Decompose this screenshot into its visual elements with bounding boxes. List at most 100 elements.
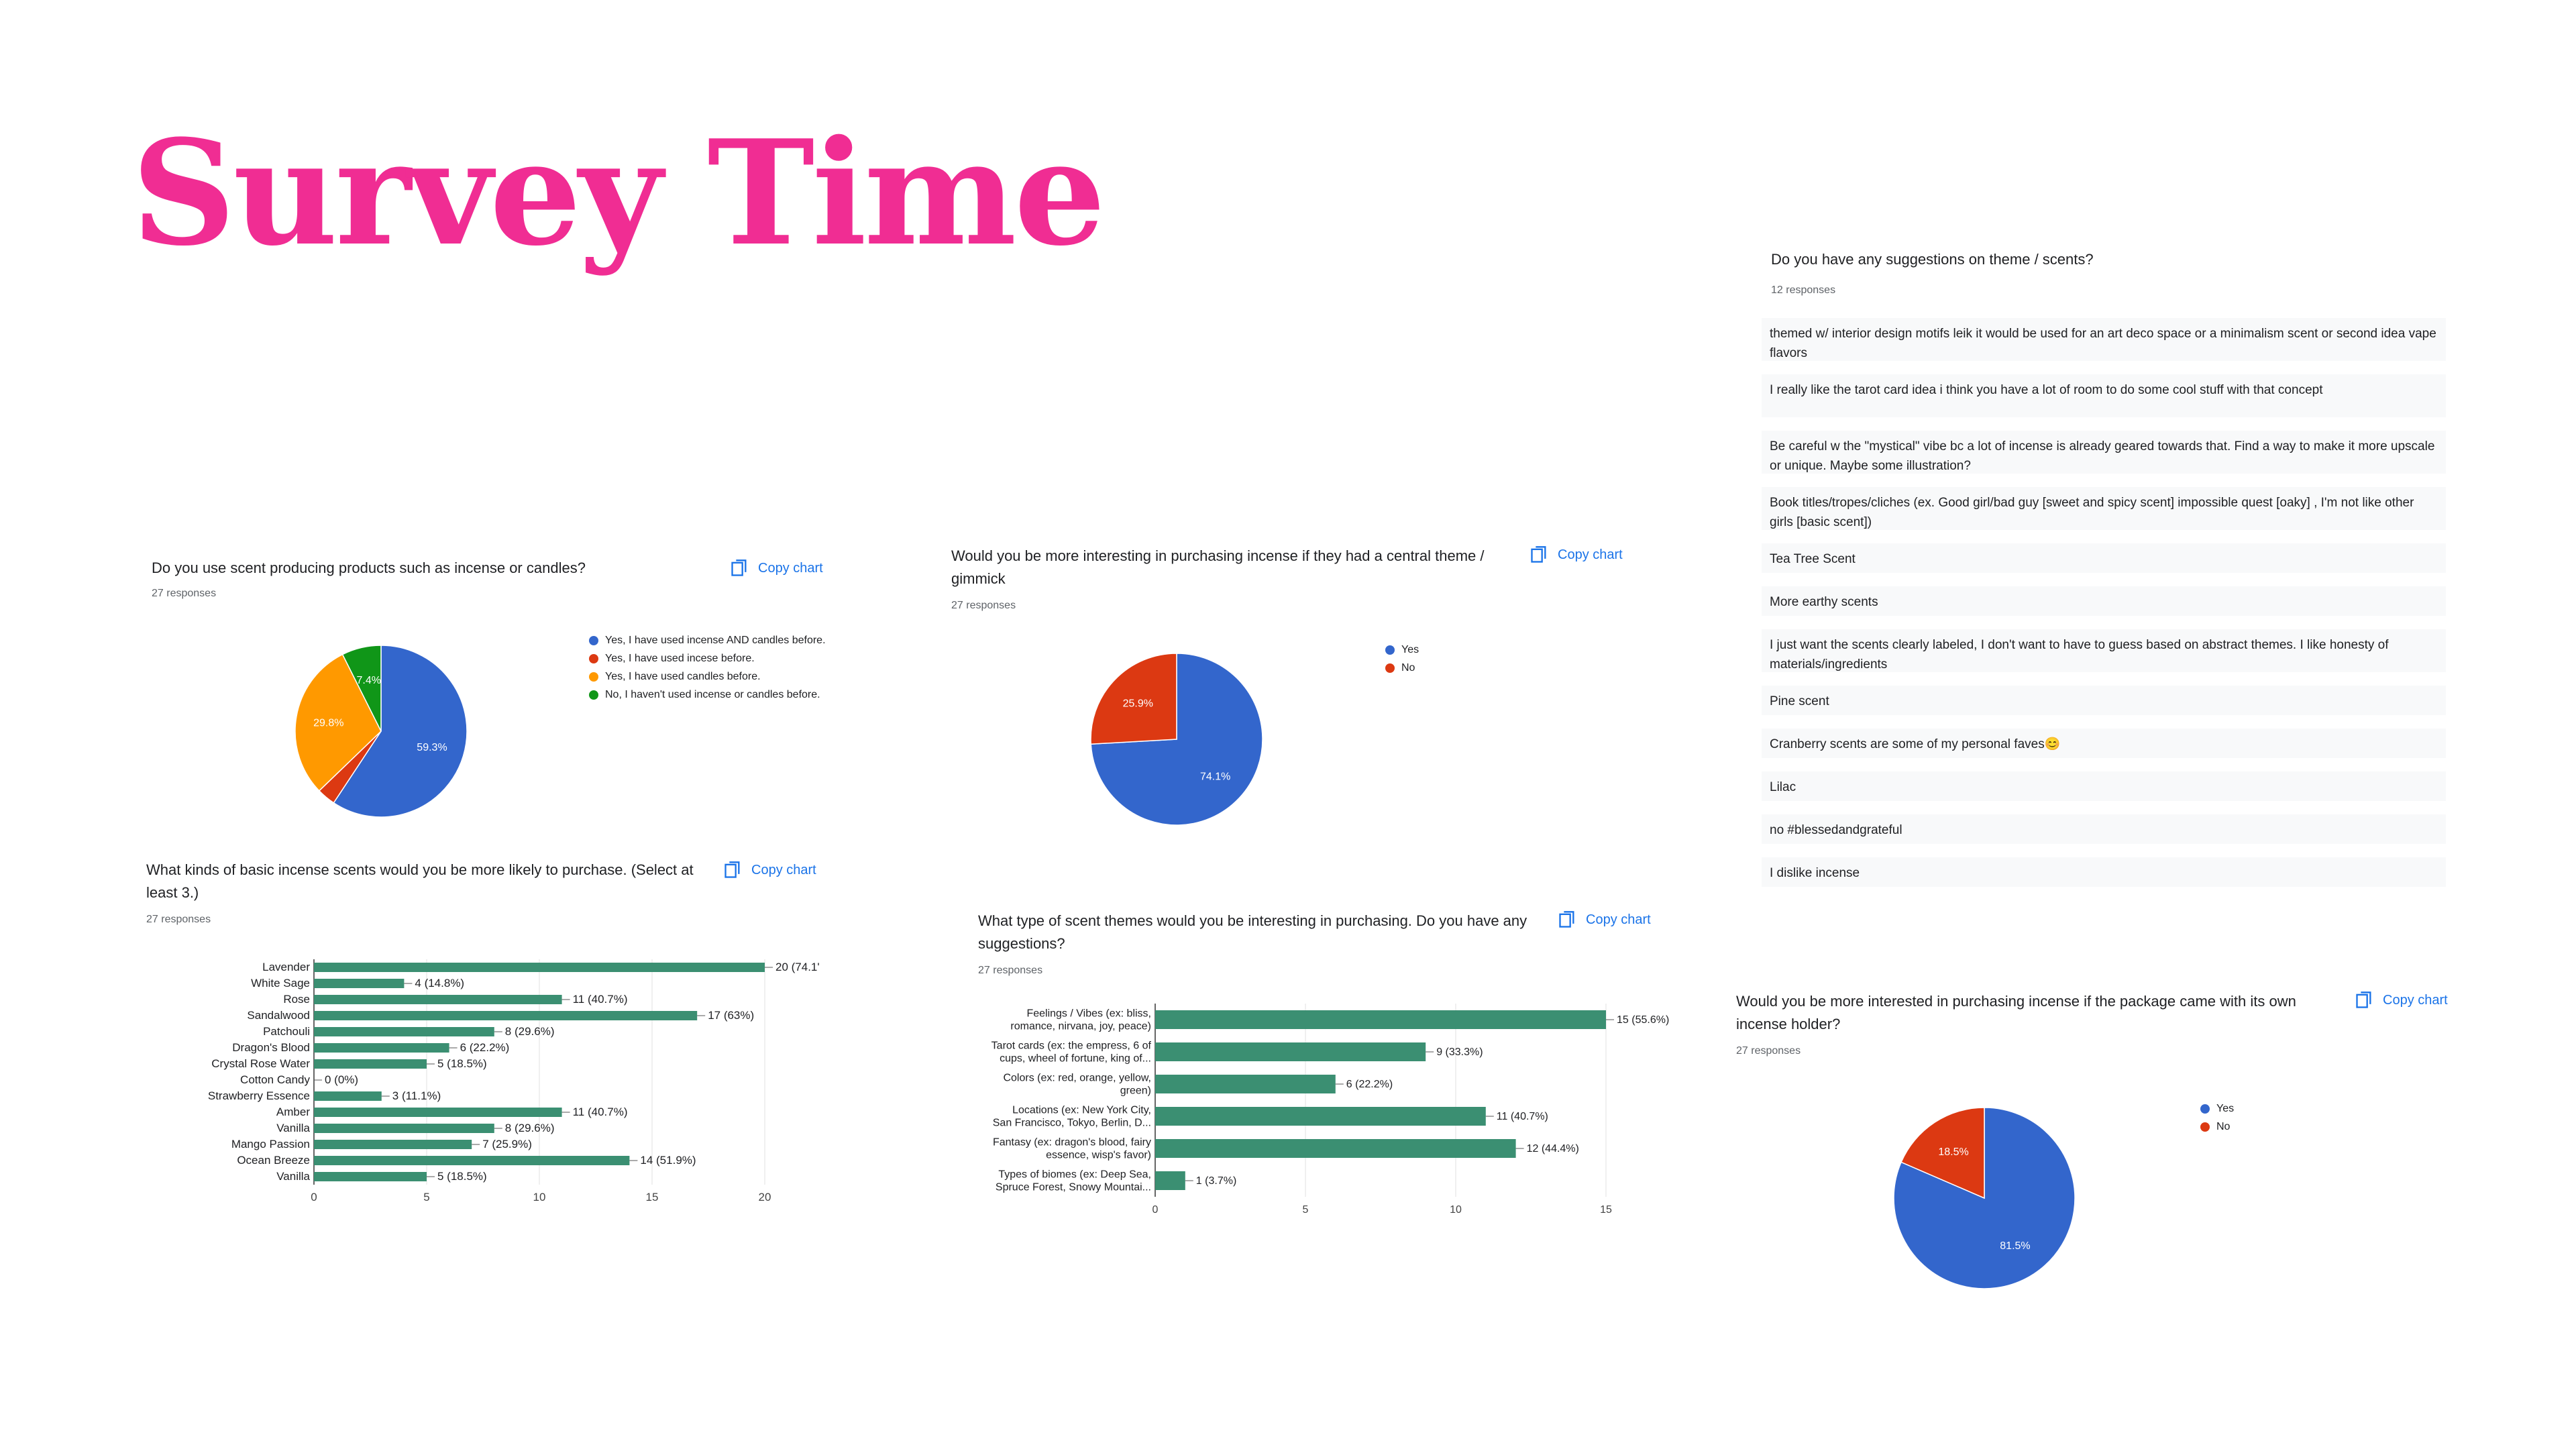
response-item: I really like the tarot card idea i thin…	[1762, 374, 2446, 417]
slice-label: 29.8%	[313, 718, 343, 729]
copy-chart-label: Copy chart	[2383, 992, 2448, 1008]
response-item: Lilac	[1762, 771, 2446, 801]
legend-swatch	[1385, 645, 1395, 655]
copy-chart-label: Copy chart	[751, 862, 816, 877]
legend-swatch	[589, 636, 598, 645]
copy-chart-label: Copy chart	[758, 560, 823, 576]
question-title: Do you have any suggestions on theme / s…	[1771, 251, 2094, 268]
category-label: White Sage	[251, 977, 310, 989]
x-tick-label: 10	[533, 1191, 546, 1203]
response-item: Book titles/tropes/cliches (ex. Good gir…	[1762, 487, 2446, 530]
category-label: Vanilla	[276, 1170, 310, 1183]
value-label: 17 (63%)	[708, 1009, 754, 1022]
value-label: 4 (14.8%)	[415, 977, 464, 989]
legend-label: Yes, I have used incense AND candles bef…	[605, 635, 826, 646]
legend-label: Yes	[2216, 1103, 2235, 1114]
legend-item: No	[1385, 661, 1519, 675]
copy-chart-button[interactable]: Copy chart	[723, 860, 816, 880]
copy-chart-button[interactable]: Copy chart	[1529, 545, 1623, 565]
response-item: Be careful w the "mystical" vibe bc a lo…	[1762, 431, 2446, 474]
x-tick-label: 10	[1450, 1204, 1462, 1216]
value-label: 8 (29.6%)	[505, 1122, 555, 1134]
copy-chart-button[interactable]: Copy chart	[1558, 910, 1651, 930]
copy-icon	[724, 861, 740, 878]
bar-card-basic-scents: What kinds of basic incense scents would…	[141, 859, 865, 1208]
legend-item: Yes	[2200, 1102, 2334, 1116]
page-title: Survey Time	[131, 108, 1106, 278]
bar	[314, 1140, 472, 1149]
category-label: Fantasy (ex: dragon's blood, fairy essenc…	[993, 1137, 1151, 1161]
bar	[1155, 1075, 1336, 1093]
legend-item: Yes, I have used candles before.	[589, 669, 830, 684]
category-label: Feelings / Vibes (ex: bliss, romance, nir…	[1010, 1008, 1151, 1032]
response-item: no #blessedandgrateful	[1762, 814, 2446, 844]
category-label: Types of biomes (ex: Deep Sea, Spruce For…	[996, 1169, 1151, 1193]
bar	[314, 1172, 427, 1181]
legend-swatch	[589, 672, 598, 682]
value-label: 20 (74.1'	[775, 961, 820, 973]
legend-label: No	[2216, 1121, 2231, 1132]
response-count: 27 responses	[951, 600, 1016, 611]
category-label: Cotton Candy	[240, 1073, 310, 1086]
bar-chart: 0 5 10 15 Feelings / Vibes (ex: bliss, romanc…	[991, 1004, 1669, 1216]
value-label: 14 (51.9%)	[640, 1154, 696, 1167]
bar	[1155, 1139, 1516, 1158]
question-title: Would you be more interested in purchasi…	[1736, 993, 2296, 1032]
bar	[314, 1124, 494, 1133]
chart-legend: Yes No	[1385, 643, 1519, 679]
value-label: 0 (0%)	[325, 1073, 358, 1086]
copy-chart-button[interactable]: Copy chart	[730, 558, 823, 578]
value-label: 9 (33.3%)	[1436, 1046, 1483, 1058]
response-item: More earthy scents	[1762, 586, 2446, 616]
legend-label: No	[1401, 662, 1415, 674]
response-item: Tea Tree Scent	[1762, 543, 2446, 573]
value-label: 6 (22.2%)	[460, 1041, 510, 1054]
pie-card-scent-products: Do you use scent producing products such…	[146, 557, 844, 839]
category-label: Mango Passion	[231, 1138, 310, 1150]
value-label: 15 (55.6%)	[1617, 1014, 1669, 1026]
pie-slice	[1900, 1107, 1985, 1199]
response-item: Pine scent	[1762, 686, 2446, 715]
bar	[1155, 1010, 1606, 1029]
response-count: 12 responses	[1771, 284, 1836, 296]
bar-chart: 0 5 10 15 20 Lavender 20 (74.1' White Sage 4 (14…	[208, 959, 820, 1203]
bar-card-scent-themes: What type of scent themes would you be i…	[973, 910, 1697, 1232]
pie-chart: 59.3% 29.8% 7.4%	[294, 645, 468, 818]
legend-item: No	[2200, 1120, 2334, 1134]
legend-label: No, I haven't used incense or candles be…	[605, 689, 820, 700]
category-label: Amber	[276, 1106, 310, 1118]
legend-item: Yes, I have used incense AND candles bef…	[589, 633, 830, 647]
x-tick-label: 15	[646, 1191, 659, 1203]
response-count: 27 responses	[152, 588, 217, 599]
response-item: I just want the scents clearly labeled, …	[1762, 629, 2446, 672]
chart-legend: Yes No	[2200, 1102, 2334, 1138]
legend-item: Yes	[1385, 643, 1519, 657]
question-title: What kinds of basic incense scents would…	[146, 861, 694, 901]
bar	[314, 1091, 382, 1101]
legend-swatch	[2200, 1104, 2210, 1114]
bar	[1155, 1107, 1486, 1126]
x-tick-label: 0	[1152, 1204, 1159, 1216]
value-label: 3 (11.1%)	[392, 1089, 441, 1102]
value-label: 5 (18.5%)	[437, 1170, 487, 1183]
category-label: Rose	[283, 993, 310, 1006]
pie-chart: 81.5% 18.5%	[1893, 1107, 2076, 1289]
legend-swatch	[2200, 1122, 2210, 1132]
value-label: 6 (22.2%)	[1346, 1079, 1393, 1090]
copy-icon	[1559, 911, 1574, 928]
slice-label: 74.1%	[1200, 771, 1230, 783]
legend-swatch	[1385, 663, 1395, 673]
copy-chart-label: Copy chart	[1586, 912, 1651, 927]
slice-label: 7.4%	[356, 675, 380, 686]
copy-icon	[2356, 991, 2371, 1008]
legend-swatch	[589, 654, 598, 663]
category-label: Strawberry Essence	[208, 1089, 310, 1102]
pie-slice	[341, 645, 382, 732]
copy-chart-button[interactable]: Copy chart	[2355, 990, 2448, 1010]
response-item: themed w/ interior design motifs leik it…	[1762, 318, 2446, 361]
value-label: 11 (40.7%)	[573, 993, 628, 1006]
category-label: Lavender	[262, 961, 310, 973]
category-label: Patchouli	[263, 1025, 310, 1038]
legend-label: Yes, I have used incese before.	[605, 653, 755, 664]
bar	[314, 1043, 449, 1053]
